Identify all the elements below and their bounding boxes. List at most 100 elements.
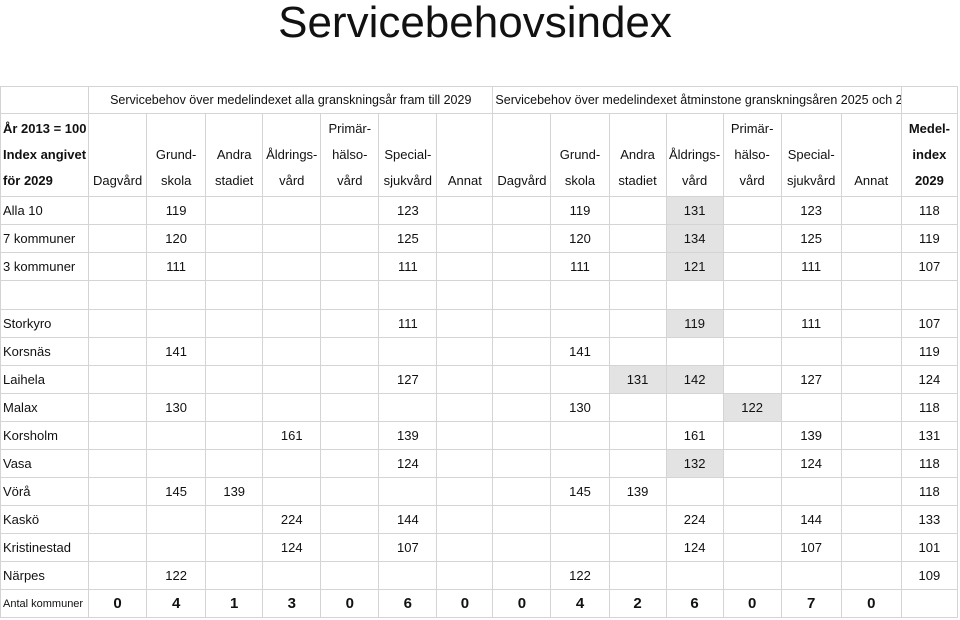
column-header-line: Dagvård xyxy=(93,173,143,188)
index-header-line: 2029 xyxy=(914,173,944,188)
row-label: Storkyro xyxy=(0,309,90,338)
corner-line: Index angivet xyxy=(3,147,87,162)
index-cell: 118 xyxy=(900,477,959,506)
empty-cell xyxy=(492,337,552,366)
value-cell: 123 xyxy=(378,196,438,225)
empty-cell xyxy=(205,309,264,338)
value-cell: 130 xyxy=(146,393,207,422)
empty-cell xyxy=(320,224,380,253)
empty-cell xyxy=(88,252,148,281)
data-row: Närpes 122 122 109 xyxy=(0,561,959,590)
empty-cell xyxy=(320,280,380,310)
empty-cell xyxy=(205,337,264,366)
index-cell: 118 xyxy=(900,449,959,478)
empty-cell xyxy=(262,477,322,506)
index-header-line: Medel- xyxy=(908,121,950,136)
empty-cell xyxy=(722,533,782,562)
value-cell: 111 xyxy=(378,252,438,281)
empty-cell xyxy=(320,365,380,394)
empty-cell xyxy=(88,533,148,562)
column-header: Dagvård xyxy=(492,113,552,197)
empty-cell xyxy=(722,337,782,366)
column-header: Special-sjukvård xyxy=(378,113,438,197)
empty-cell xyxy=(492,477,552,506)
column-header: Andra stadiet xyxy=(205,113,264,197)
row-label: Vasa xyxy=(0,449,90,478)
index-table: Servicebehov över medelindexet alla gran… xyxy=(0,86,959,618)
empty-cell xyxy=(722,309,782,338)
count-cell: 0 xyxy=(320,589,380,618)
value-cell: 127 xyxy=(378,365,438,394)
empty-cell xyxy=(436,252,494,281)
corner-line: för 2029 xyxy=(3,173,53,188)
value-cell: 111 xyxy=(780,252,842,281)
value-cell: 120 xyxy=(146,224,207,253)
empty-cell xyxy=(320,252,380,281)
column-header: Special-sjukvård xyxy=(780,113,842,197)
value-cell: 145 xyxy=(146,477,207,506)
column-header-line: skola xyxy=(160,173,192,188)
value-cell: 119 xyxy=(146,196,207,225)
empty-cell xyxy=(262,280,322,310)
empty-cell xyxy=(608,533,667,562)
index-header-line: index xyxy=(912,147,947,162)
empty-cell xyxy=(840,477,902,506)
index-cell: 133 xyxy=(900,505,959,534)
empty-cell xyxy=(492,196,552,225)
value-cell: 139 xyxy=(608,477,667,506)
column-header-row: År 2013 = 100 Index angivet för 2029 Dagvår… xyxy=(0,113,959,197)
value-cell: 161 xyxy=(262,421,322,450)
empty-cell xyxy=(0,280,90,310)
empty-cell xyxy=(205,196,264,225)
empty-cell xyxy=(320,561,380,590)
value-cell: 111 xyxy=(378,309,438,338)
empty-cell xyxy=(320,337,380,366)
empty-cell xyxy=(262,449,322,478)
empty-cell xyxy=(436,421,494,450)
value-cell: 123 xyxy=(780,196,842,225)
empty-cell xyxy=(205,421,264,450)
column-header-line: vård xyxy=(739,173,765,188)
empty-cell xyxy=(492,561,552,590)
row-label: Malax xyxy=(0,393,90,422)
totals-label: Antal kommuner xyxy=(0,589,90,618)
column-header-line: Grund- xyxy=(155,147,197,162)
value-cell: 119 xyxy=(550,196,610,225)
column-header-line: vård xyxy=(279,173,305,188)
empty-cell xyxy=(88,224,148,253)
index-header: Medel-index 2029 xyxy=(900,113,959,197)
empty-cell xyxy=(436,224,494,253)
value-cell: 122 xyxy=(146,561,207,590)
empty-cell xyxy=(608,196,667,225)
empty-cell xyxy=(840,561,902,590)
index-cell: 107 xyxy=(900,309,959,338)
column-header: Annat xyxy=(436,113,494,197)
value-cell: 119 xyxy=(665,309,724,338)
corner-header: År 2013 = 100 Index angivet för 2029 xyxy=(0,113,90,197)
empty-cell xyxy=(840,280,902,310)
value-cell: 125 xyxy=(378,224,438,253)
empty-cell xyxy=(840,449,902,478)
index-cell: 119 xyxy=(900,337,959,366)
empty-cell xyxy=(722,196,782,225)
value-cell: 224 xyxy=(262,505,322,534)
value-cell: 107 xyxy=(378,533,438,562)
empty-cell xyxy=(88,337,148,366)
count-cell: 6 xyxy=(665,589,724,618)
index-cell: 118 xyxy=(900,393,959,422)
value-cell: 125 xyxy=(780,224,842,253)
empty-cell xyxy=(436,449,494,478)
data-row: Kaskö 224 144 224 144 133 xyxy=(0,505,959,534)
empty-cell xyxy=(88,309,148,338)
column-header-line: vård xyxy=(681,173,708,188)
empty-cell xyxy=(205,505,264,534)
index-cell: 118 xyxy=(900,196,959,225)
empty-cell xyxy=(320,421,380,450)
empty-cell xyxy=(492,393,552,422)
empty-cell xyxy=(205,533,264,562)
empty-cell xyxy=(722,224,782,253)
data-row: Vörå 145 139 145 139 118 xyxy=(0,477,959,506)
row-label: Närpes xyxy=(0,561,90,590)
empty-cell xyxy=(436,561,494,590)
empty-cell xyxy=(722,365,782,394)
